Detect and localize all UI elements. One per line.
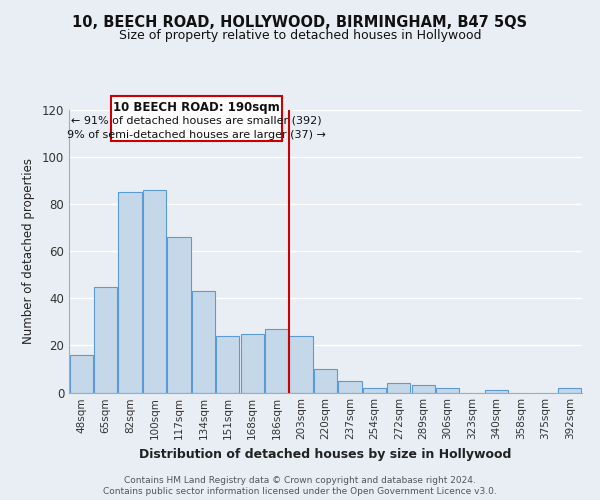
Bar: [387, 383, 410, 392]
Text: Contains public sector information licensed under the Open Government Licence v3: Contains public sector information licen…: [103, 488, 497, 496]
Text: ← 91% of detached houses are smaller (392): ← 91% of detached houses are smaller (39…: [71, 116, 322, 126]
Bar: [241, 334, 264, 392]
Text: Contains HM Land Registry data © Crown copyright and database right 2024.: Contains HM Land Registry data © Crown c…: [124, 476, 476, 485]
Bar: [289, 336, 313, 392]
Bar: [167, 237, 191, 392]
Bar: [338, 380, 362, 392]
Bar: [412, 386, 435, 392]
Text: 9% of semi-detached houses are larger (37) →: 9% of semi-detached houses are larger (3…: [67, 130, 325, 140]
Bar: [436, 388, 459, 392]
Bar: [558, 388, 581, 392]
Y-axis label: Number of detached properties: Number of detached properties: [22, 158, 35, 344]
Bar: [216, 336, 239, 392]
Text: Size of property relative to detached houses in Hollywood: Size of property relative to detached ho…: [119, 29, 481, 42]
Bar: [118, 192, 142, 392]
Bar: [363, 388, 386, 392]
Bar: [314, 369, 337, 392]
Text: 10 BEECH ROAD: 190sqm: 10 BEECH ROAD: 190sqm: [113, 100, 280, 114]
X-axis label: Distribution of detached houses by size in Hollywood: Distribution of detached houses by size …: [139, 448, 512, 461]
Bar: [70, 355, 93, 393]
Bar: [192, 292, 215, 392]
Bar: [265, 329, 288, 392]
Bar: [143, 190, 166, 392]
Bar: [94, 286, 117, 393]
Text: 10, BEECH ROAD, HOLLYWOOD, BIRMINGHAM, B47 5QS: 10, BEECH ROAD, HOLLYWOOD, BIRMINGHAM, B…: [73, 15, 527, 30]
FancyBboxPatch shape: [110, 96, 281, 140]
Bar: [485, 390, 508, 392]
